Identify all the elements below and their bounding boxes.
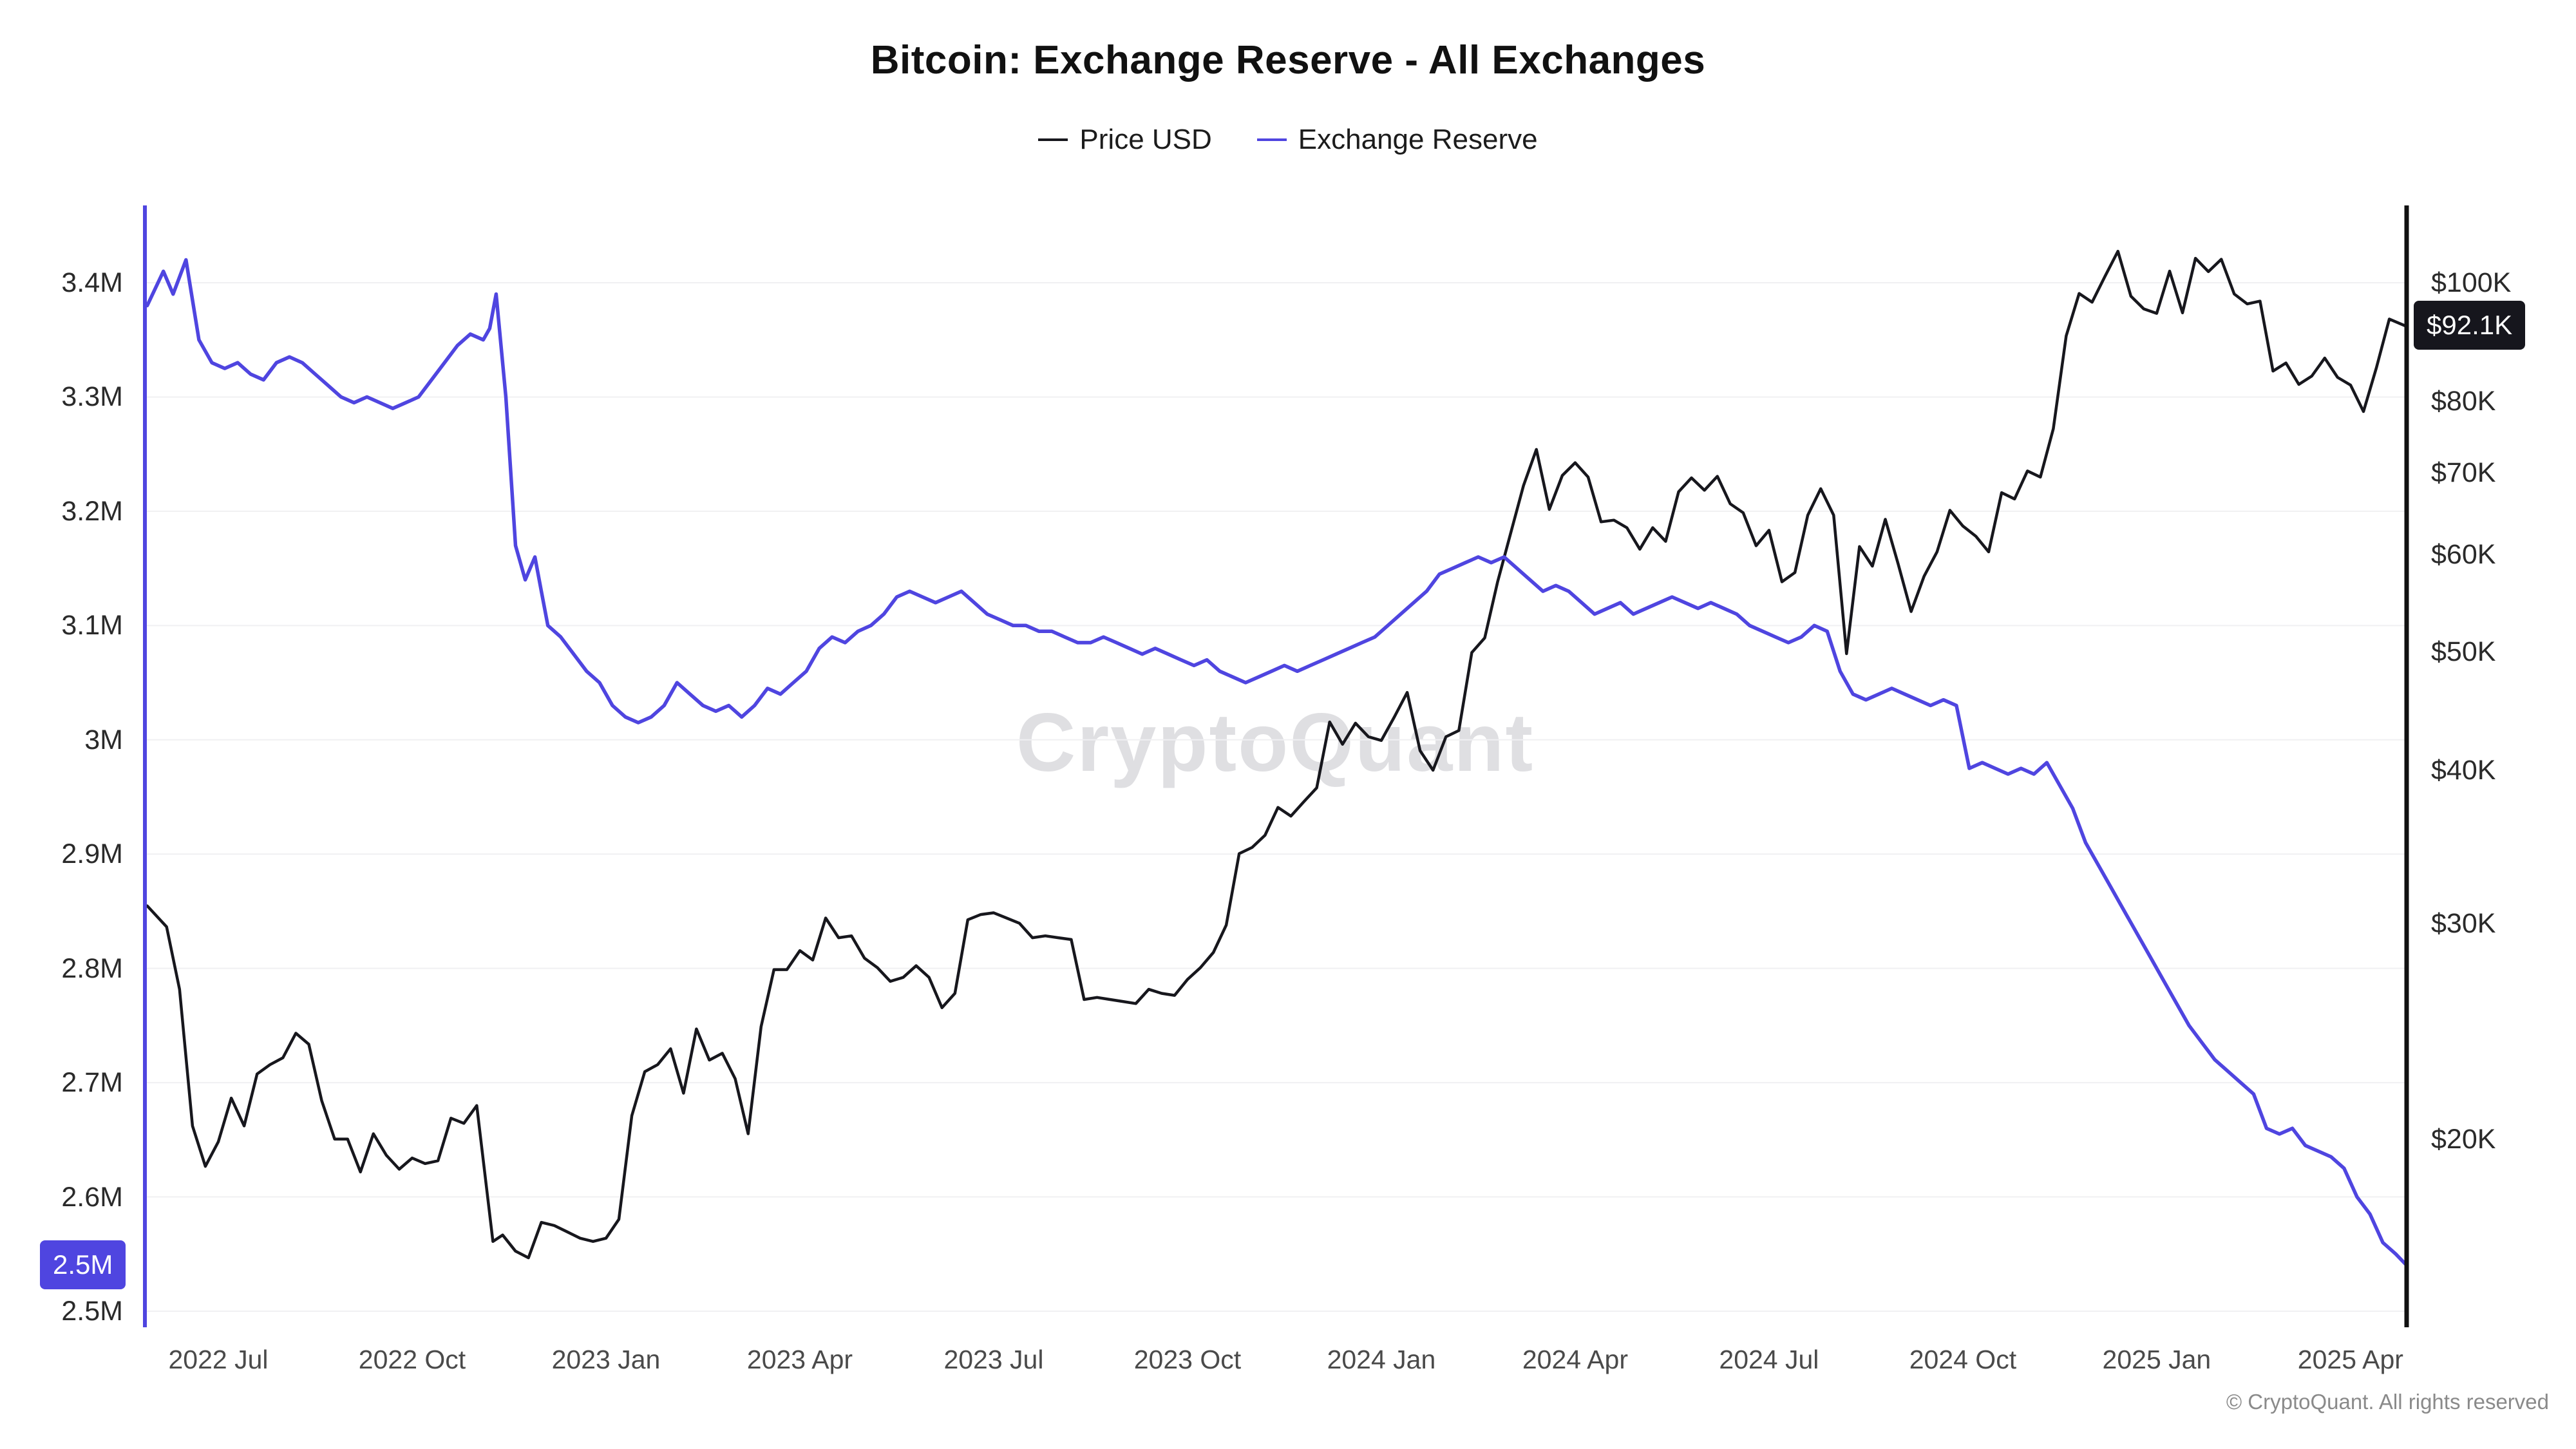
legend-label-price: Price USD <box>1079 124 1212 155</box>
left-axis-tick: 3M <box>84 724 123 755</box>
legend-item-reserve[interactable]: Exchange Reserve <box>1256 124 1538 156</box>
legend-label-reserve: Exchange Reserve <box>1298 124 1538 155</box>
x-axis-tick: 2025 Jan <box>2102 1345 2211 1374</box>
right-axis-tick: $40K <box>2431 755 2496 786</box>
reserve-latest-badge: 2.5M <box>40 1240 126 1289</box>
series-line-exchange-reserve <box>145 258 2409 1267</box>
left-axis-tick: 3.1M <box>61 610 123 641</box>
left-axis-tick: 3.4M <box>61 267 123 298</box>
x-axis-tick: 2024 Apr <box>1522 1345 1628 1374</box>
x-axis-tick: 2025 Apr <box>2297 1345 2403 1374</box>
left-axis-tick: 3.2M <box>61 495 123 527</box>
right-axis-tick: $100K <box>2431 267 2512 298</box>
x-axis-tick: 2024 Jan <box>1327 1345 1436 1374</box>
legend: Price USD Exchange Reserve <box>0 124 2576 156</box>
x-axis-tick: 2022 Oct <box>358 1345 466 1374</box>
left-axis-tick: 3.3M <box>61 381 123 413</box>
price-line-marker-icon <box>1038 138 1068 141</box>
legend-item-price[interactable]: Price USD <box>1038 124 1212 156</box>
left-axis-tick: 2.7M <box>61 1067 123 1099</box>
left-axis-tick: 2.9M <box>61 838 123 870</box>
x-axis-tick: 2024 Oct <box>1909 1345 2017 1374</box>
right-axis-tick: $70K <box>2431 457 2496 488</box>
left-axis-tick: 2.6M <box>61 1181 123 1213</box>
page-title: Bitcoin: Exchange Reserve - All Exchange… <box>870 38 1706 82</box>
reserve-line-marker-icon <box>1256 138 1287 141</box>
x-axis-tick: 2023 Oct <box>1133 1345 1242 1374</box>
price-latest-badge: $92.1K <box>2414 301 2526 350</box>
right-axis-tick: $80K <box>2431 386 2496 417</box>
series-line-price-usd <box>146 249 2409 1260</box>
copyright-notice: © CryptoQuant. All rights reserved <box>2226 1390 2549 1414</box>
x-axis-tick: 2023 Apr <box>746 1345 853 1374</box>
left-axis-tick: 2.5M <box>61 1295 123 1327</box>
right-axis-tick: $50K <box>2431 636 2496 667</box>
right-axis-tick: $30K <box>2431 907 2496 939</box>
x-axis-tick: 2022 Jul <box>168 1345 269 1374</box>
x-axis-tick: 2023 Jan <box>551 1345 661 1374</box>
right-axis-tick: $60K <box>2431 539 2496 571</box>
right-axis-tick: $20K <box>2431 1123 2496 1155</box>
x-axis-tick: 2024 Jul <box>1719 1345 1819 1374</box>
left-axis-tick: 2.8M <box>61 952 123 984</box>
x-axis-tick: 2023 Jul <box>943 1345 1044 1374</box>
